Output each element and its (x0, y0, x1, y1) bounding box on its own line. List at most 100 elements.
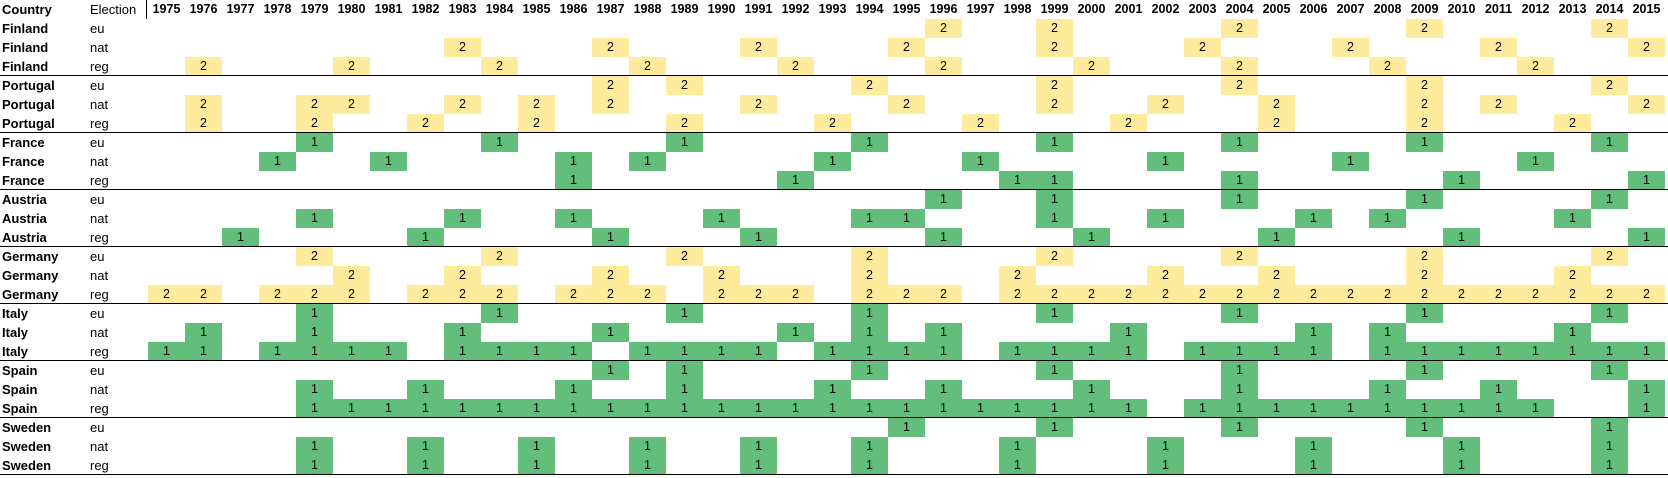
value-cell[interactable]: 2 (592, 95, 629, 114)
value-cell[interactable]: 1 (1517, 152, 1554, 171)
year-header-2005[interactable]: 2005 (1262, 2, 1291, 16)
value-cell[interactable]: 1 (629, 342, 666, 361)
value-cell[interactable]: 1 (1221, 399, 1258, 418)
value-cell[interactable]: 1 (148, 342, 185, 361)
value-cell[interactable]: 2 (1147, 285, 1184, 304)
value-cell[interactable]: 2 (888, 38, 925, 57)
value-cell[interactable]: 1 (666, 361, 703, 380)
value-cell[interactable]: 2 (1406, 19, 1443, 38)
value-cell[interactable]: 2 (1221, 285, 1258, 304)
value-cell[interactable]: 1 (592, 323, 629, 342)
value-cell[interactable]: 1 (1295, 209, 1332, 228)
value-cell[interactable]: 1 (1332, 399, 1369, 418)
value-cell[interactable]: 1 (333, 399, 370, 418)
value-cell[interactable]: 2 (1480, 285, 1517, 304)
value-cell[interactable]: 2 (962, 114, 999, 133)
value-cell[interactable]: 1 (1443, 437, 1480, 456)
year-header-1993[interactable]: 1993 (818, 2, 847, 16)
value-cell[interactable]: 1 (740, 456, 777, 475)
election-cell[interactable]: nat (90, 154, 109, 169)
election-cell[interactable]: eu (90, 192, 105, 207)
value-cell[interactable]: 2 (1147, 266, 1184, 285)
value-cell[interactable]: 2 (1369, 57, 1406, 76)
value-cell[interactable]: 1 (444, 342, 481, 361)
value-cell[interactable]: 2 (444, 38, 481, 57)
value-cell[interactable]: 2 (666, 114, 703, 133)
value-cell[interactable]: 2 (1369, 285, 1406, 304)
election-cell[interactable]: reg (90, 458, 109, 473)
value-cell[interactable]: 1 (296, 133, 333, 152)
value-cell[interactable]: 2 (1258, 285, 1295, 304)
country-cell[interactable]: Germany (2, 268, 59, 283)
value-cell[interactable]: 2 (1221, 76, 1258, 95)
value-cell[interactable]: 1 (999, 456, 1036, 475)
value-cell[interactable]: 2 (259, 285, 296, 304)
value-cell[interactable]: 2 (999, 285, 1036, 304)
value-cell[interactable]: 2 (1036, 95, 1073, 114)
value-cell[interactable]: 2 (1073, 285, 1110, 304)
election-cell[interactable]: reg (90, 116, 109, 131)
value-cell[interactable]: 1 (370, 342, 407, 361)
value-cell[interactable]: 1 (1443, 342, 1480, 361)
election-cell[interactable]: eu (90, 135, 105, 150)
value-cell[interactable]: 2 (1628, 38, 1665, 57)
value-cell[interactable]: 2 (1221, 57, 1258, 76)
election-column-header[interactable]: Election (90, 2, 137, 17)
year-header-1990[interactable]: 1990 (707, 2, 736, 16)
value-cell[interactable]: 2 (1406, 266, 1443, 285)
value-cell[interactable]: 1 (999, 399, 1036, 418)
value-cell[interactable]: 1 (703, 209, 740, 228)
year-header-1988[interactable]: 1988 (633, 2, 662, 16)
value-cell[interactable]: 1 (407, 228, 444, 247)
value-cell[interactable]: 1 (925, 323, 962, 342)
year-header-1979[interactable]: 1979 (300, 2, 329, 16)
value-cell[interactable]: 2 (814, 114, 851, 133)
value-cell[interactable]: 1 (1591, 304, 1628, 323)
value-cell[interactable]: 1 (1073, 380, 1110, 399)
value-cell[interactable]: 1 (1036, 361, 1073, 380)
value-cell[interactable]: 1 (1295, 456, 1332, 475)
value-cell[interactable]: 1 (1406, 399, 1443, 418)
election-cell[interactable]: reg (90, 230, 109, 245)
value-cell[interactable]: 1 (1591, 456, 1628, 475)
value-cell[interactable]: 2 (148, 285, 185, 304)
value-cell[interactable]: 1 (296, 437, 333, 456)
value-cell[interactable]: 2 (1591, 19, 1628, 38)
country-cell[interactable]: Spain (2, 363, 38, 378)
value-cell[interactable]: 1 (1369, 399, 1406, 418)
year-header-1986[interactable]: 1986 (559, 2, 588, 16)
value-cell[interactable]: 2 (1406, 76, 1443, 95)
value-cell[interactable]: 2 (629, 57, 666, 76)
year-header-2011[interactable]: 2011 (1484, 2, 1513, 16)
value-cell[interactable]: 1 (1443, 456, 1480, 475)
value-cell[interactable]: 1 (1295, 399, 1332, 418)
value-cell[interactable]: 1 (1221, 133, 1258, 152)
year-header-2001[interactable]: 2001 (1114, 2, 1143, 16)
value-cell[interactable]: 1 (592, 399, 629, 418)
value-cell[interactable]: 2 (777, 285, 814, 304)
value-cell[interactable]: 1 (1406, 133, 1443, 152)
value-cell[interactable]: 1 (481, 399, 518, 418)
value-cell[interactable]: 1 (518, 399, 555, 418)
value-cell[interactable]: 1 (296, 342, 333, 361)
value-cell[interactable]: 1 (1591, 133, 1628, 152)
value-cell[interactable]: 1 (666, 380, 703, 399)
value-cell[interactable]: 1 (740, 399, 777, 418)
election-cell[interactable]: nat (90, 211, 109, 226)
value-cell[interactable]: 1 (888, 209, 925, 228)
value-cell[interactable]: 2 (1591, 76, 1628, 95)
value-cell[interactable]: 2 (1110, 114, 1147, 133)
country-cell[interactable]: France (2, 154, 45, 169)
value-cell[interactable]: 1 (1369, 209, 1406, 228)
value-cell[interactable]: 1 (222, 228, 259, 247)
value-cell[interactable]: 1 (666, 342, 703, 361)
value-cell[interactable]: 2 (851, 247, 888, 266)
value-cell[interactable]: 1 (777, 171, 814, 190)
value-cell[interactable]: 1 (1221, 380, 1258, 399)
country-cell[interactable]: Germany (2, 249, 59, 264)
value-cell[interactable]: 1 (296, 209, 333, 228)
value-cell[interactable]: 2 (1406, 95, 1443, 114)
country-cell[interactable]: Austria (2, 230, 47, 245)
value-cell[interactable]: 2 (592, 266, 629, 285)
value-cell[interactable]: 1 (851, 342, 888, 361)
